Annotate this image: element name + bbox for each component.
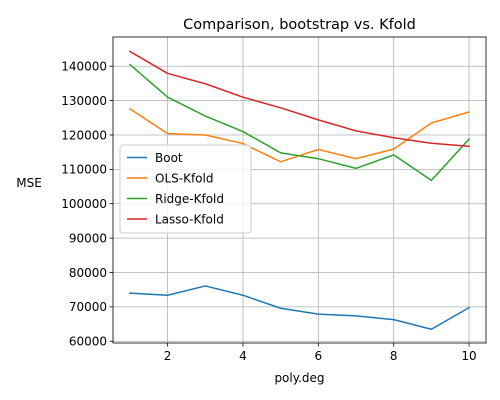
series-line-boot (129, 285, 471, 330)
legend-label-ridge-kfold: Ridge-Kfold (155, 192, 224, 206)
y-tick-label: 130000 (61, 94, 107, 108)
series-line-lasso-kfold (128, 50, 470, 148)
legend-box (119, 144, 252, 234)
y-tick-label: 80000 (69, 266, 107, 280)
series-lines (128, 50, 471, 330)
y-tick-label: 110000 (61, 163, 107, 177)
legend-label-ols-kfold: OLS-Kfold (155, 171, 213, 185)
y-tick-label: 140000 (61, 60, 107, 74)
y-tick-label: 100000 (61, 197, 107, 211)
x-tick-label: 4 (239, 349, 247, 363)
x-tick-label: 6 (315, 349, 323, 363)
chart-title: Comparison, bootstrap vs. Kfold (183, 17, 416, 33)
legend: Boot OLS-Kfold Ridge-Kfold Lasso-Kfold (119, 144, 252, 234)
y-tick-label: 70000 (69, 300, 107, 314)
y-tick-label: 60000 (69, 335, 107, 349)
series-line-ridge-kfold (128, 63, 471, 182)
y-tick-label: 120000 (61, 128, 107, 142)
y-axis-ticks: 60000 70000 80000 90000 100000 110000 120000 13… (61, 60, 113, 349)
x-tick-label: 10 (461, 349, 476, 363)
x-axis-label: poly.deg (274, 371, 324, 385)
y-axis-label: MSE (16, 176, 42, 190)
legend-label-boot: Boot (155, 151, 183, 165)
legend-label-lasso-kfold: Lasso-Kfold (155, 212, 224, 226)
x-axis-ticks: 2 4 6 8 10 (164, 343, 477, 363)
x-tick-label: 8 (390, 349, 398, 363)
y-tick-label: 90000 (69, 231, 107, 245)
plot-frame (112, 36, 487, 344)
x-tick-label: 2 (164, 349, 172, 363)
